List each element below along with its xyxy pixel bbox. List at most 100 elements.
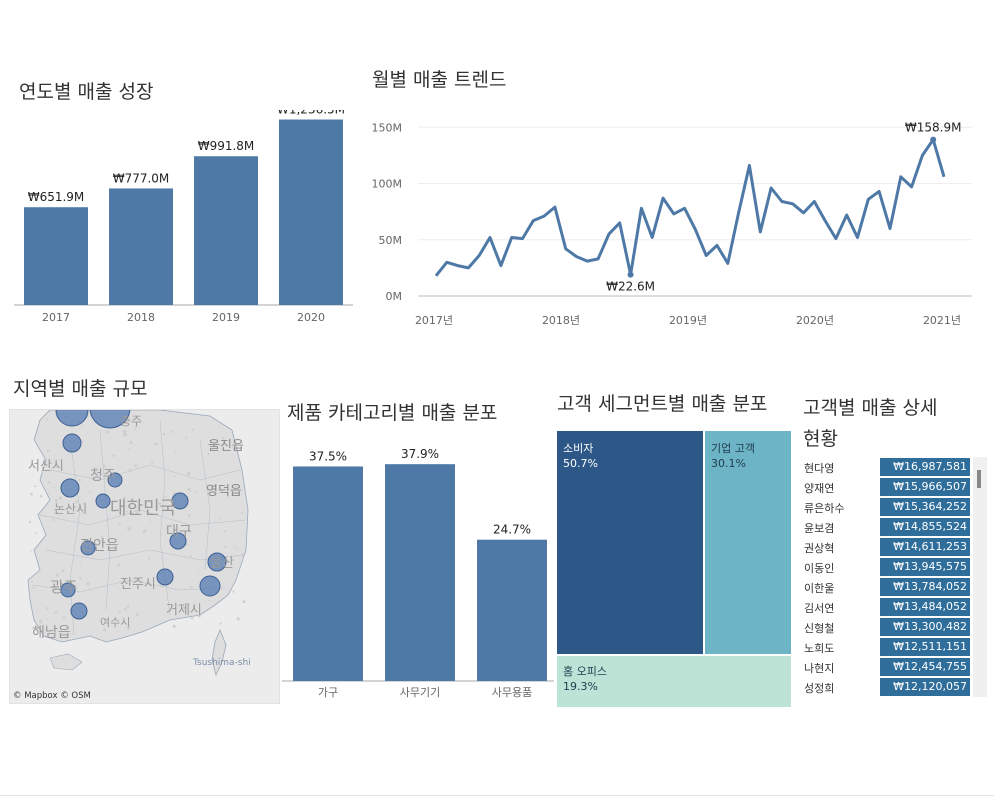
map-texture-dot <box>124 607 127 611</box>
map-texture-dot <box>39 619 43 624</box>
map-label: 충주 <box>120 414 142 428</box>
bar-2018[interactable] <box>109 188 173 305</box>
table-row[interactable]: 권상혁 ₩14,611,253 <box>802 537 972 557</box>
customer-sales-value: ₩15,966,507 <box>880 478 970 496</box>
map-texture-dot <box>46 617 48 620</box>
map-texture-dot <box>47 481 51 484</box>
map-texture-dot <box>224 545 227 548</box>
map-texture-dot <box>118 523 121 526</box>
map-bubble[interactable] <box>62 433 82 453</box>
bar-2020[interactable] <box>279 119 343 306</box>
map-texture-dot <box>123 496 126 500</box>
map-texture-dot <box>188 529 191 533</box>
map-texture-dot <box>196 566 199 569</box>
annotation-marker[interactable] <box>930 136 937 143</box>
data-label: ₩991.8M <box>198 139 255 153</box>
map-label: 거제시 <box>166 603 202 618</box>
map-bubble[interactable] <box>60 478 80 498</box>
map-texture-dot <box>126 626 131 630</box>
table-row[interactable]: 신형철 ₩13,300,482 <box>802 617 972 637</box>
table-row[interactable]: 양재연 ₩15,966,507 <box>802 477 972 497</box>
map-texture-dot <box>126 510 128 513</box>
table-row[interactable]: 윤보겸 ₩14,855,524 <box>802 517 972 537</box>
map-texture-dot <box>39 495 43 498</box>
map-texture-dot <box>235 527 237 529</box>
customer-name: 류은하수 <box>804 502 845 515</box>
bar-가구[interactable] <box>293 466 363 681</box>
bar-사무용품[interactable] <box>477 539 547 681</box>
map-bubble[interactable] <box>60 582 76 598</box>
map-texture-dot <box>222 437 225 440</box>
map-bubble[interactable] <box>199 575 221 597</box>
customer-name: 이동인 <box>804 562 835 575</box>
customer-sales-value: ₩14,855,524 <box>880 518 970 536</box>
bottom-divider <box>0 795 994 796</box>
map-label: 대한민국 <box>110 498 176 519</box>
annotation-label: ₩22.6M <box>606 280 655 294</box>
map-texture-dot <box>161 533 163 535</box>
map-texture-dot <box>134 537 137 540</box>
bar-사무기기[interactable] <box>385 464 455 681</box>
map-bubble[interactable] <box>207 552 227 572</box>
segment-treemap: 소비자 50.7% 기업 고객 30.1% 홈 오피스 19.3% <box>557 431 791 707</box>
map-attribution[interactable]: © Mapbox © OSM <box>13 691 91 701</box>
map-texture-dot <box>58 450 61 452</box>
table-row[interactable]: 류은하수 ₩15,364,252 <box>802 497 972 517</box>
table-row[interactable]: 이한울 ₩13,784,052 <box>802 577 972 597</box>
table-row[interactable]: 김서연 ₩13,484,052 <box>802 597 972 617</box>
map-texture-dot <box>32 586 35 590</box>
map-texture-dot <box>79 576 82 579</box>
map-texture-dot <box>172 624 176 628</box>
sales-line[interactable] <box>434 138 946 277</box>
map-texture-dot <box>169 444 172 446</box>
x-tick-label: 2021년 <box>923 314 961 327</box>
treemap-cell-home-office[interactable]: 홈 오피스 19.3% <box>557 656 791 707</box>
table-scrollbar-thumb[interactable] <box>977 470 981 488</box>
map-bubble[interactable] <box>156 568 174 586</box>
x-tick-label: 2018년 <box>542 314 580 327</box>
map-bubble[interactable] <box>95 493 111 509</box>
map-bubble[interactable] <box>169 532 187 550</box>
treemap-cell-consumer[interactable]: 소비자 50.7% <box>557 431 703 654</box>
table-row[interactable]: 현다영 ₩16,987,581 <box>802 457 972 477</box>
map-texture-dot <box>188 514 191 517</box>
treemap-cell-corporate[interactable]: 기업 고객 30.1% <box>705 431 791 654</box>
table-row[interactable]: 성정희 ₩12,120,057 <box>802 677 972 697</box>
map-texture-dot <box>135 511 139 514</box>
customer-sales-value: ₩13,784,052 <box>880 578 970 596</box>
map-texture-dot <box>117 563 120 567</box>
map-texture-dot <box>126 605 130 609</box>
map-texture-dot <box>185 484 187 486</box>
map-texture-dot <box>103 628 107 632</box>
customer-name: 김서연 <box>804 602 835 615</box>
bar-2019[interactable] <box>194 156 258 305</box>
map-texture-dot <box>222 472 224 474</box>
table-row[interactable]: 노희도 ₩12,511,151 <box>802 637 972 657</box>
map-texture-dot <box>146 486 149 489</box>
map-label: 진주시 <box>120 577 156 592</box>
map-bubble[interactable] <box>171 492 189 510</box>
map-texture-dot <box>128 448 131 451</box>
map-bubble[interactable] <box>107 472 123 488</box>
y-tick-label: 100M <box>372 178 403 191</box>
y-tick-label: 150M <box>372 121 403 134</box>
map-texture-dot <box>220 489 222 492</box>
table-row[interactable]: 나현지 ₩12,454,755 <box>802 657 972 677</box>
region-map[interactable]: 울진읍 영덕읍 대한민국 청주 논산시 진안읍 대구 울산 광주 진주시 거제시… <box>9 409 280 704</box>
map-texture-dot <box>55 573 60 577</box>
map-bubble[interactable] <box>55 410 89 427</box>
table-row[interactable]: 이동인 ₩13,945,575 <box>802 557 972 577</box>
map-texture-dot <box>171 605 173 608</box>
annotation-marker[interactable] <box>627 271 634 278</box>
customer-sales-value: ₩12,511,151 <box>880 638 970 656</box>
map-bubble[interactable] <box>80 540 96 556</box>
treemap-label-home-office: 홈 오피스 19.3% <box>563 665 607 693</box>
map-texture-dot <box>30 580 33 583</box>
x-tick-label: 2018 <box>127 311 155 324</box>
table-scrollbar[interactable] <box>973 457 987 697</box>
map-texture-dot <box>128 604 130 607</box>
map-bubble[interactable] <box>89 410 131 429</box>
map-texture-dot <box>122 429 127 434</box>
bar-2017[interactable] <box>24 207 88 305</box>
map-bubble[interactable] <box>70 602 88 620</box>
